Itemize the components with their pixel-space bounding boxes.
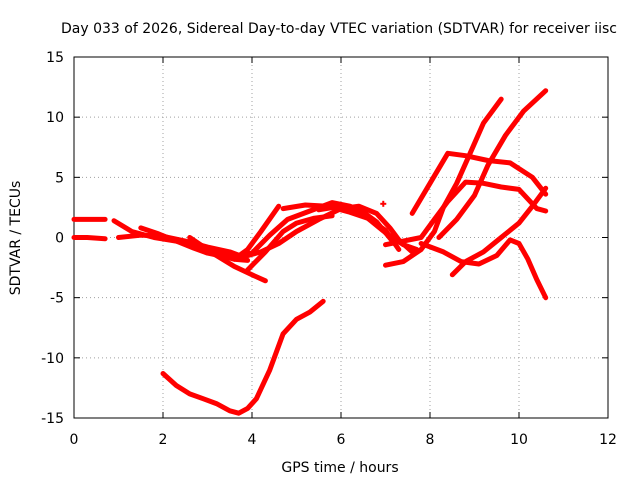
y-axis-label: SDTVAR / TECUs: [8, 181, 24, 296]
data-series-track-17: [160, 298, 326, 416]
x-tick-label: 4: [248, 432, 257, 448]
y-tick-label: 5: [55, 170, 64, 186]
data-point-scatter-point: [380, 200, 387, 207]
x-tick-label: 8: [426, 432, 435, 448]
data-series-track-2: [71, 235, 108, 242]
y-tick-label: 10: [46, 110, 64, 126]
chart-title: Day 033 of 2026, Sidereal Day-to-day VTE…: [61, 21, 617, 37]
data-series-track-7: [245, 213, 335, 273]
x-tick-label: 0: [70, 432, 79, 448]
y-tick-label: -10: [41, 351, 64, 367]
data-series-track-6: [231, 203, 282, 262]
x-tick-label: 10: [510, 432, 528, 448]
data-traces: [71, 88, 549, 416]
x-tick-label: 12: [599, 432, 617, 448]
data-series-track-14: [436, 88, 549, 240]
y-tick-label: -5: [50, 291, 64, 307]
x-axis-label: GPS time / hours: [281, 460, 398, 476]
y-tick-label: 15: [46, 50, 64, 66]
data-series-track-13: [409, 150, 549, 216]
y-tick-label: -15: [41, 411, 64, 427]
data-series-track-8: [187, 235, 268, 284]
x-tick-label: 6: [337, 432, 346, 448]
x-tick-label: 2: [159, 432, 168, 448]
data-series-track-12: [383, 179, 549, 248]
y-tick-label: 0: [55, 231, 64, 247]
data-series-track-10: [316, 203, 420, 252]
axis-ticks: 0 2 4 6 8 10 12 -15 -10 -5 0 5 10 15: [41, 50, 617, 448]
data-series-track-16: [418, 237, 549, 301]
